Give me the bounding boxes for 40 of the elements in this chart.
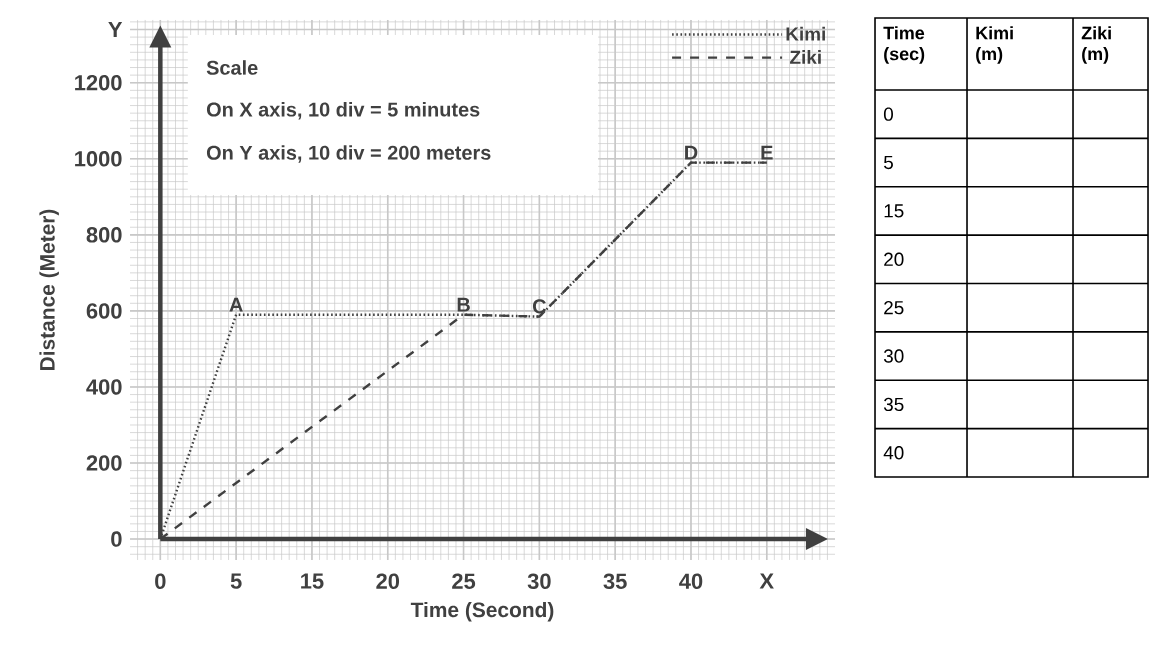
annotation: D (685, 145, 698, 160)
y-tick-label: 600 (86, 303, 122, 319)
annotation: On Y axis, 10 div = 200 meters (206, 145, 491, 163)
annotation: A (229, 297, 243, 312)
x-tick-label: 40 (679, 573, 703, 590)
annotation: On X axis, 10 div = 5 minutes (206, 101, 480, 120)
x-tick-label: 30 (527, 573, 551, 590)
y-tick-label: 1200 (75, 74, 122, 91)
text: Ziki (790, 50, 821, 64)
x-tick-label: 0 (155, 573, 166, 590)
x-tick-label: 35 (603, 573, 627, 590)
annotation: Scale (206, 60, 258, 75)
y-tick-label: 800 (86, 227, 122, 243)
y-tick-label: 30 (883, 349, 904, 363)
y-axis-title: Distance (Meter) (39, 209, 59, 370)
x-axis-title: Time (Second) (410, 601, 554, 622)
x-tick-label: X (759, 573, 774, 589)
y-tick-label: 0 (111, 531, 122, 547)
y-tick-label: 15 (884, 204, 904, 218)
y-tick-label: 35 (883, 397, 904, 412)
y-tick-label: Y (108, 21, 123, 38)
x-tick-label: Kimi (m) (976, 26, 1013, 64)
y-axis-title: Time (sec) (883, 26, 925, 64)
y-tick-label: 20 (884, 252, 904, 266)
annotation: E (761, 145, 773, 160)
y-tick-label: 40 (883, 446, 904, 460)
annotation: C (532, 299, 547, 314)
y-tick-label: 1000 (75, 151, 122, 167)
y-tick-label: 400 (86, 379, 122, 395)
x-tick-label: 15 (301, 573, 324, 589)
x-tick-label: 5 (230, 573, 242, 589)
y-tick-label: 200 (86, 455, 122, 471)
x-tick-label: 20 (376, 573, 400, 590)
x-tick-label: 25 (452, 573, 476, 590)
annotation: B (457, 297, 470, 312)
x-tick-label: Ziki (m) (1081, 26, 1111, 64)
y-tick-label: 0 (883, 107, 893, 121)
y-tick-label: 25 (884, 300, 904, 315)
text: Kimi (786, 26, 825, 41)
y-tick-label: 5 (883, 155, 893, 170)
